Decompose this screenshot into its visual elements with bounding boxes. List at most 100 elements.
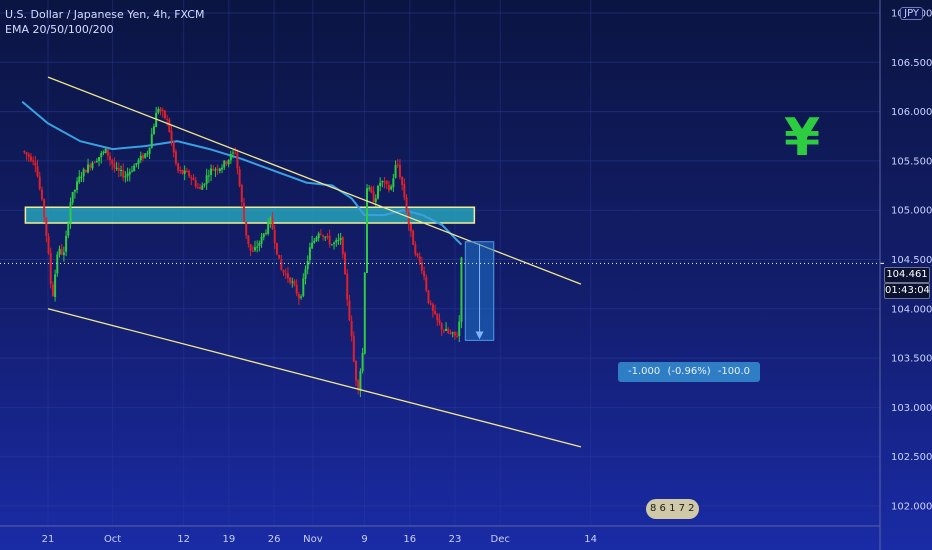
x-tick-label: 21: [42, 534, 55, 545]
candle-up: [337, 239, 340, 241]
candle-down: [418, 256, 421, 262]
candle-up: [139, 155, 142, 161]
candle-down: [405, 197, 408, 212]
currency-badge[interactable]: JPY: [900, 7, 923, 20]
y-tick-label: 102.000: [891, 502, 932, 513]
candle-down: [117, 167, 120, 171]
candle-down: [245, 222, 248, 236]
candle-down: [141, 155, 144, 159]
candle-down: [456, 336, 459, 338]
candle-down: [284, 273, 287, 275]
y-tick-label: 103.500: [891, 354, 932, 365]
candle-down: [240, 185, 243, 203]
x-tick-label: 26: [268, 534, 281, 545]
candle-up: [207, 175, 210, 177]
candle-up: [87, 164, 90, 173]
candle-up: [223, 160, 226, 168]
candle-up: [335, 240, 338, 243]
candle-up: [124, 176, 127, 178]
candle-down: [159, 108, 162, 111]
candle-down: [282, 270, 285, 273]
candle-down: [280, 259, 283, 270]
candle-down: [449, 333, 452, 335]
candle-down: [370, 187, 373, 193]
candle-up: [381, 181, 384, 183]
candle-up: [133, 165, 136, 172]
candle-down: [372, 191, 375, 202]
candle-down: [447, 328, 450, 333]
candle-down: [251, 250, 254, 252]
candle-down: [355, 361, 358, 381]
candle-up: [148, 147, 151, 154]
candle-up: [317, 233, 320, 239]
candle-up: [361, 353, 364, 372]
candle-up: [80, 176, 83, 178]
candle-down: [414, 244, 417, 255]
candle-up: [98, 157, 101, 162]
candle-down: [113, 163, 116, 168]
candle-down: [106, 149, 109, 156]
candle-up: [269, 218, 272, 223]
candle-down: [29, 156, 32, 161]
indicator-legend[interactable]: EMA 20/50/100/200: [5, 23, 114, 36]
candle-down: [190, 177, 193, 179]
candle-down: [326, 235, 329, 237]
candle-down: [423, 271, 426, 277]
candle-down: [27, 154, 30, 157]
candle-up: [130, 170, 133, 172]
candle-down: [238, 169, 241, 186]
x-tick-label: 14: [584, 534, 597, 545]
symbol-title[interactable]: U.S. Dollar / Japanese Yen, 4h, FXCM: [5, 8, 205, 21]
candle-down: [47, 236, 50, 254]
candle-down: [49, 252, 52, 284]
x-tick-label: 12: [177, 534, 190, 545]
candle-down: [212, 169, 215, 171]
candle-up: [267, 222, 270, 234]
y-tick-label: 104.500: [891, 255, 932, 266]
candle-down: [34, 162, 37, 166]
candle-down: [425, 277, 428, 291]
candle-down: [181, 170, 184, 174]
candle-down: [249, 244, 252, 251]
candle-down: [60, 249, 63, 255]
candle-up: [308, 247, 311, 261]
candle-up: [376, 185, 379, 199]
yen-sign-annotation: ¥: [784, 108, 821, 168]
candle-down: [225, 161, 228, 164]
candle-down: [348, 300, 351, 321]
candle-up: [65, 235, 68, 252]
indicator-pill[interactable]: 8 6 1 7 2: [646, 499, 699, 519]
y-tick-label: 106.500: [891, 58, 932, 69]
y-tick-label: 105.500: [891, 156, 932, 167]
candle-down: [109, 155, 112, 160]
candle-down: [84, 169, 87, 173]
candle-up: [62, 252, 65, 255]
candle-up: [71, 191, 74, 203]
bar-countdown-tag: 01:43:04: [884, 283, 930, 299]
candle-down: [166, 118, 169, 120]
candle-down: [40, 189, 43, 200]
candle-down: [216, 169, 219, 171]
candle-up: [365, 188, 368, 273]
measure-label[interactable]: -1.000 (-0.96%) -100.0: [618, 362, 761, 382]
candle-up: [227, 159, 230, 165]
candle-up: [304, 269, 307, 279]
candle-layer: [23, 106, 463, 398]
y-tick-label: 104.000: [891, 304, 932, 315]
candle-up: [256, 246, 259, 248]
candle-up: [315, 237, 318, 241]
candle-up: [445, 328, 448, 331]
candle-down: [293, 280, 296, 286]
candle-up: [69, 202, 72, 224]
y-tick-label: 103.000: [891, 403, 932, 414]
candle-down: [89, 164, 92, 168]
candle-down: [346, 273, 349, 300]
candle-up: [258, 243, 261, 246]
trend-layer: [47, 76, 582, 448]
candle-down: [36, 166, 39, 177]
candle-down: [344, 253, 347, 275]
y-tick-label: 102.500: [891, 452, 932, 463]
candle-down: [295, 284, 298, 294]
